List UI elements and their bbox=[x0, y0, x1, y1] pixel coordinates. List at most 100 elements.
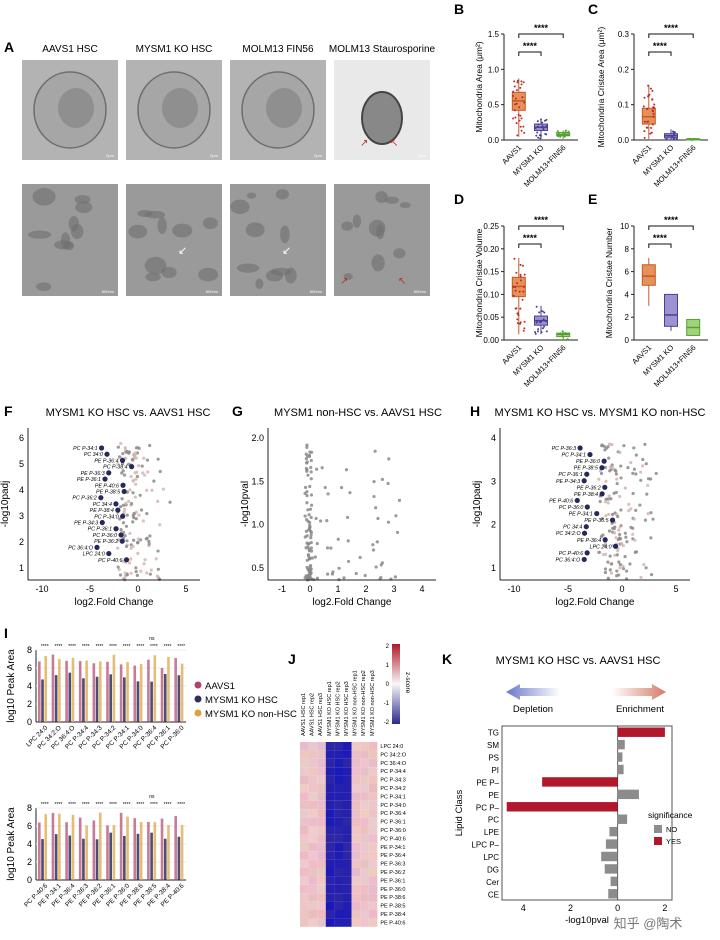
data-point bbox=[612, 526, 616, 530]
lipid-class-bar bbox=[617, 764, 624, 775]
bar bbox=[68, 835, 72, 880]
data-point bbox=[618, 563, 622, 567]
heatmap-column-label: MYSM1 KO non-HSC rep2 bbox=[361, 670, 367, 736]
lipid-class-bar bbox=[617, 752, 623, 762]
data-point bbox=[639, 470, 643, 474]
data-point bbox=[522, 81, 525, 84]
data-point bbox=[545, 125, 548, 128]
data-point bbox=[541, 310, 544, 313]
bar bbox=[153, 822, 157, 880]
data-point bbox=[624, 535, 628, 539]
point-label: PE P-40:6 bbox=[549, 498, 573, 504]
point-label: PC P-40:6 bbox=[559, 551, 583, 557]
bar bbox=[95, 676, 99, 722]
data-point bbox=[306, 545, 310, 549]
heatmap-cell bbox=[334, 800, 343, 810]
heatmap-cell bbox=[308, 893, 318, 902]
x-tick-label: 0 bbox=[619, 584, 624, 594]
data-point bbox=[561, 330, 564, 333]
heatmap-cell bbox=[317, 750, 326, 759]
heatmap-cell bbox=[343, 868, 352, 877]
data-point bbox=[601, 533, 605, 537]
data-point bbox=[119, 505, 123, 509]
heatmap-cell bbox=[317, 876, 326, 885]
data-point bbox=[643, 130, 646, 133]
data-point bbox=[522, 125, 525, 128]
data-point bbox=[513, 103, 516, 106]
y-tick-label: 2 bbox=[27, 857, 32, 867]
data-point bbox=[627, 502, 631, 506]
heatmap-cell bbox=[300, 884, 309, 894]
data-point bbox=[131, 491, 135, 495]
iqr-box bbox=[664, 293, 678, 327]
heatmap-cell bbox=[308, 750, 318, 759]
x-tick-label: 2 bbox=[662, 903, 667, 913]
data-point bbox=[518, 119, 521, 122]
data-point bbox=[147, 539, 151, 543]
data-point bbox=[346, 559, 351, 564]
col-title-fin56: MOLM13 FIN56 bbox=[242, 44, 314, 55]
data-point bbox=[308, 484, 312, 489]
heatmap-cell bbox=[343, 884, 352, 894]
bar bbox=[106, 825, 109, 880]
data-point bbox=[308, 507, 313, 511]
heatmap-cell bbox=[317, 834, 326, 843]
point-label: PC P-34:1 bbox=[73, 446, 97, 452]
highlight-point bbox=[601, 458, 607, 464]
point-label: PC P-34:0 bbox=[94, 514, 118, 520]
lipid-class-bar bbox=[610, 876, 618, 887]
data-point bbox=[520, 117, 523, 120]
data-point bbox=[627, 508, 631, 513]
data-point bbox=[156, 549, 160, 553]
panel-letter-c: C bbox=[588, 1, 598, 17]
heatmap-cell bbox=[325, 876, 335, 885]
data-point bbox=[519, 307, 522, 310]
heatmap-cell bbox=[360, 859, 369, 868]
data-point bbox=[129, 502, 134, 506]
heatmap-cell bbox=[308, 792, 318, 801]
white-arrow-icon: ↙ bbox=[282, 245, 291, 257]
heatmap-cell bbox=[351, 800, 361, 810]
mitochondrion bbox=[384, 196, 400, 204]
data-point bbox=[523, 285, 526, 288]
y-tick-label: 0.0 bbox=[618, 136, 630, 145]
data-point bbox=[609, 497, 613, 501]
y-tick-label: 6 bbox=[27, 663, 32, 673]
heatmap-cell bbox=[368, 800, 378, 810]
highlight-point bbox=[102, 476, 108, 482]
data-point bbox=[386, 520, 391, 524]
y-tick-label: 4 bbox=[27, 839, 32, 849]
data-point bbox=[513, 85, 516, 88]
data-point bbox=[519, 114, 522, 117]
mitochondrion bbox=[28, 230, 52, 239]
sig-stars: **** bbox=[653, 41, 668, 51]
data-point bbox=[346, 539, 350, 543]
data-point bbox=[536, 131, 539, 134]
mitochondrion bbox=[32, 187, 56, 206]
heatmap-cell bbox=[360, 868, 369, 877]
data-point bbox=[306, 554, 311, 558]
data-point bbox=[646, 126, 649, 129]
sig-stars: **** bbox=[664, 23, 679, 33]
heatmap-cell bbox=[300, 918, 309, 927]
data-point bbox=[536, 120, 539, 123]
data-point bbox=[648, 93, 651, 96]
heatmap-cell bbox=[351, 750, 361, 759]
data-point bbox=[315, 576, 319, 580]
data-point bbox=[122, 507, 127, 511]
heatmap-cell bbox=[360, 893, 369, 902]
bar bbox=[82, 678, 85, 722]
y-tick-label: 3 bbox=[19, 511, 24, 521]
data-point bbox=[358, 555, 362, 560]
data-point bbox=[133, 456, 137, 460]
red-arrow-icon: ↖ bbox=[398, 276, 406, 287]
data-point bbox=[123, 534, 127, 538]
data-point bbox=[134, 566, 138, 570]
lipid-class-label: PI bbox=[491, 766, 499, 775]
data-point bbox=[617, 573, 621, 577]
data-point bbox=[610, 463, 614, 467]
data-point bbox=[611, 466, 615, 470]
point-label: PE P-36:0 bbox=[576, 459, 600, 465]
heatmap-cell bbox=[360, 800, 369, 810]
sig-bracket bbox=[518, 243, 542, 248]
